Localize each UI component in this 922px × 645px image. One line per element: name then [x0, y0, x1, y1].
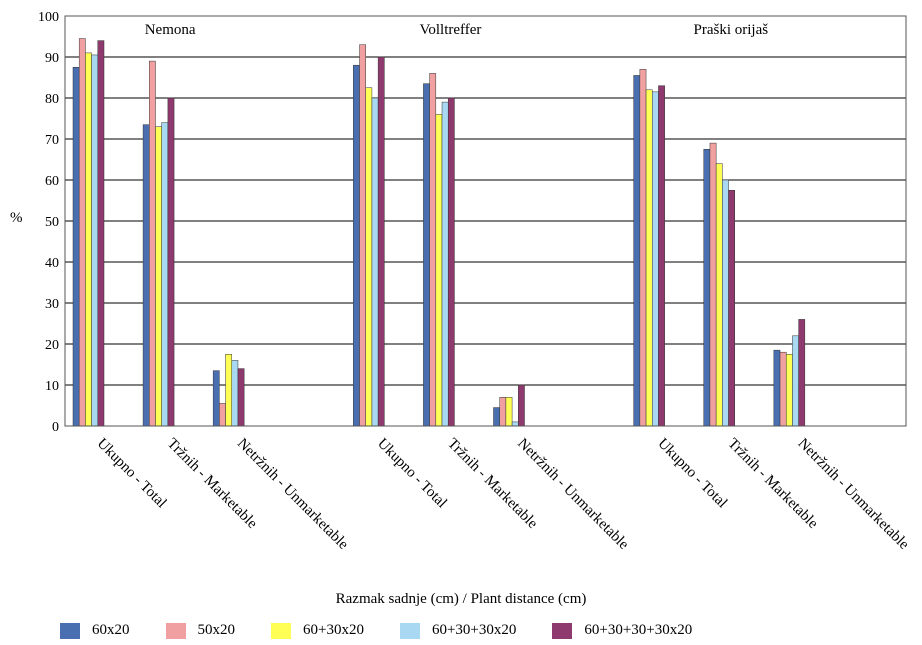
bar — [493, 407, 500, 427]
legend-item: 60x20 — [60, 622, 130, 639]
category-label: Ukupno - Total — [94, 436, 170, 512]
bar — [722, 179, 729, 427]
bar — [237, 368, 245, 427]
legend-label: 60x20 — [92, 622, 130, 638]
legend-item: 60+30x20 — [271, 622, 364, 639]
legend-label: 60+30+30x20 — [431, 622, 517, 638]
bar — [155, 126, 162, 427]
category-label: Ukupno - Total — [374, 436, 450, 512]
bar — [633, 75, 641, 427]
category-label: Netržnih - Unmarketable — [234, 436, 352, 554]
bar — [785, 354, 793, 427]
bar — [149, 60, 156, 427]
bar — [499, 397, 507, 427]
bar — [709, 142, 717, 427]
y-tick-labels: 0 10 20 30 40 50 60 70 80 90 100 — [38, 10, 59, 435]
category-label: Netržnih - Unmarketable — [795, 436, 913, 554]
bar — [715, 163, 723, 427]
bar — [78, 38, 86, 427]
y-tick-label: 10 — [45, 379, 59, 394]
bar — [142, 124, 150, 427]
bar — [435, 114, 443, 427]
legend-item: 50x20 — [165, 622, 236, 639]
category-label: Ukupno - Total — [654, 436, 730, 512]
y-axis-label: % — [10, 210, 23, 226]
bar — [773, 349, 781, 427]
bar — [518, 384, 525, 427]
bar — [167, 97, 175, 427]
bar — [505, 397, 513, 427]
legend-label: 50x20 — [197, 622, 236, 638]
bar — [792, 335, 799, 427]
plot-frame — [64, 15, 907, 427]
y-tick-label: 30 — [45, 297, 59, 312]
bar — [371, 97, 379, 427]
bar — [161, 122, 169, 427]
legend-label: 60+30+30+30x20 — [584, 622, 693, 638]
y-tick-label: 60 — [45, 174, 59, 189]
legend-swatch — [552, 622, 573, 639]
legend-swatch — [271, 622, 291, 639]
bar — [212, 370, 220, 427]
group-label: Volltreffer — [419, 22, 481, 38]
y-tick-label: 100 — [38, 10, 59, 25]
bar — [779, 351, 787, 427]
bars — [72, 38, 806, 427]
bar — [365, 87, 373, 427]
bar — [359, 44, 366, 427]
bar — [423, 83, 430, 427]
y-tick-label: 80 — [45, 92, 59, 107]
y-tick-label: 0 — [52, 420, 59, 435]
y-tick-label: 20 — [45, 338, 59, 353]
legend-item: 60+30+30x20 — [399, 622, 517, 639]
legend: 60x20 50x20 60+30x20 60+30+30x20 60+30+30+30… — [60, 622, 922, 639]
bar — [447, 97, 455, 427]
bar — [639, 69, 647, 427]
y-tick-label: 40 — [45, 256, 59, 271]
bar — [219, 403, 226, 427]
group-label: Nemona — [145, 22, 196, 38]
y-tick-label: 90 — [45, 51, 59, 66]
bar — [377, 56, 385, 427]
y-tick-label: 50 — [45, 215, 59, 230]
legend-swatch — [399, 622, 420, 639]
legend-label: 60+30x20 — [303, 622, 364, 638]
bar — [97, 40, 105, 427]
bar — [652, 91, 659, 427]
bar — [658, 85, 665, 427]
bar — [225, 354, 233, 427]
bar — [645, 89, 653, 427]
bar — [72, 67, 80, 427]
bar — [441, 101, 449, 427]
bar — [91, 54, 99, 427]
bar — [728, 190, 735, 427]
category-label: Netržnih - Unmarketable — [514, 436, 632, 554]
group-labels: Nemona Volltreffer Praški orijaš — [145, 22, 769, 38]
bar — [353, 64, 360, 427]
bar — [429, 73, 437, 427]
bar — [85, 52, 92, 427]
y-tick-label: 70 — [45, 133, 59, 148]
bar — [703, 149, 711, 427]
bar — [231, 360, 239, 427]
bar — [798, 319, 806, 427]
legend-swatch — [165, 622, 186, 639]
legend-swatch — [60, 622, 80, 639]
bar — [511, 421, 519, 427]
x-axis-label: Razmak sadnje (cm) / Plant distance (cm) — [335, 591, 587, 607]
group-label: Praški orijaš — [694, 22, 769, 38]
legend-item: 60+30+30+30x20 — [552, 622, 692, 639]
